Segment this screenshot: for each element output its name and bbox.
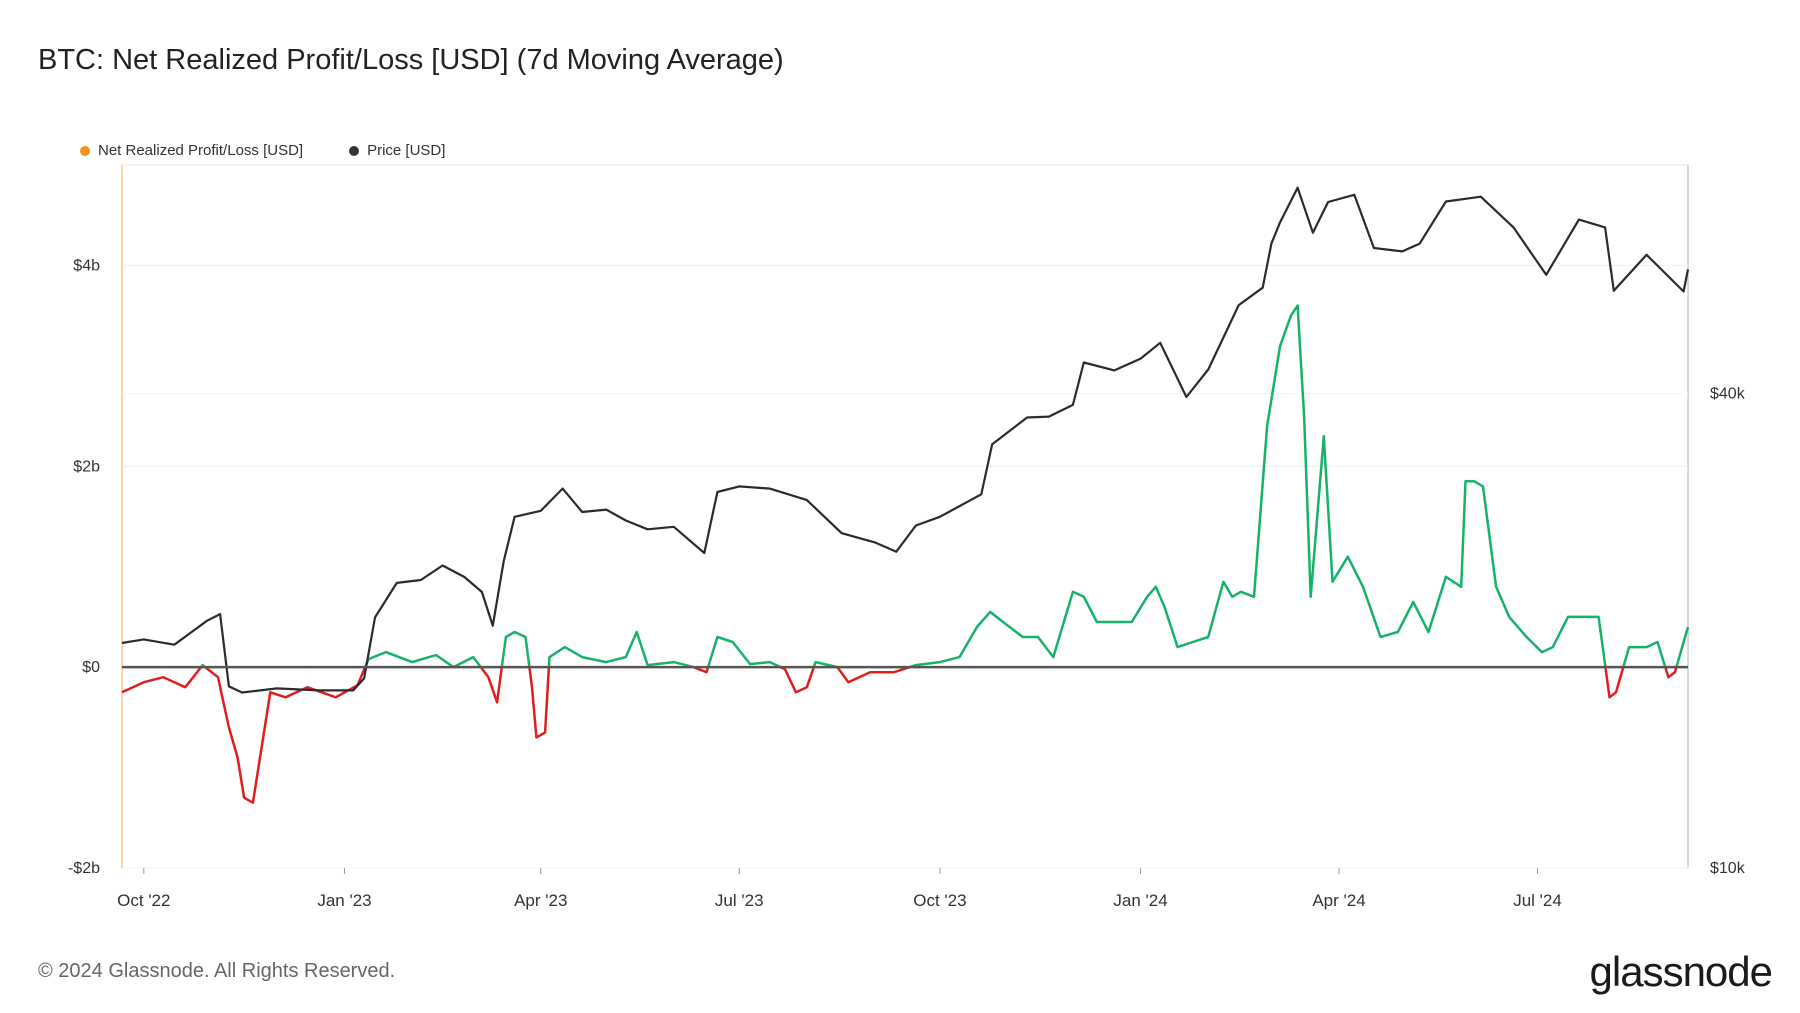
left-tick-label: -$2b <box>68 860 100 877</box>
x-tick-label: Oct '22 <box>117 891 170 910</box>
left-tick-label: $2b <box>73 458 100 475</box>
x-tick-label: Apr '24 <box>1312 891 1365 910</box>
legend-dot-icon <box>349 145 360 156</box>
x-tick-label: Oct '23 <box>913 891 966 910</box>
net-realized-loss-line <box>479 666 504 704</box>
net-realized-loss-line <box>204 666 367 804</box>
net-realized-loss-line <box>1604 666 1625 699</box>
x-tick-label: Jul '23 <box>715 891 764 910</box>
net-realized-loss-line <box>121 666 203 694</box>
net-realized-loss-line <box>692 665 710 674</box>
left-tick-label: $0 <box>82 659 100 676</box>
net-realized-profit-line <box>1622 640 1667 668</box>
legend-dot-icon <box>80 145 90 156</box>
legend-label: Price [USD] <box>367 142 446 159</box>
net-realized-loss-line <box>780 665 815 694</box>
x-tick-label: Jan '23 <box>317 891 371 910</box>
net-realized-profit-line <box>909 304 1607 669</box>
chart-title: BTC: Net Realized Profit/Loss [USD] (7d … <box>38 44 784 76</box>
legend: Net Realized Profit/Loss [USD] Price [US… <box>80 142 445 159</box>
net-realized-profit-line <box>363 650 482 669</box>
net-realized-loss-line <box>528 666 551 739</box>
net-realized-profit-line <box>812 660 838 669</box>
x-tick-label: Jul '24 <box>1513 891 1562 910</box>
net-realized-profit-line <box>1675 626 1690 668</box>
x-tick-label: Apr '23 <box>514 891 567 910</box>
copyright-text: © 2024 Glassnode. All Rights Reserved. <box>38 960 396 982</box>
legend-label: Net Realized Profit/Loss [USD] <box>98 142 304 159</box>
net-realized-profit-line <box>500 630 531 668</box>
glassnode-logo: glassnode <box>1589 948 1773 995</box>
left-tick-label: $4b <box>73 257 100 274</box>
plot-frame <box>121 164 1689 869</box>
net-realized-loss-line <box>836 665 911 684</box>
x-tick-label: Jan '24 <box>1113 891 1167 910</box>
net-realized-profit-line <box>706 635 782 669</box>
legend-item-net-realized[interactable]: Net Realized Profit/Loss [USD] <box>80 142 303 159</box>
legend-item-price[interactable]: Price [USD] <box>349 142 445 159</box>
net-realized-loss-line <box>1664 666 1678 679</box>
right-tick-label: $10k <box>1710 860 1746 877</box>
net-realized-profit-line <box>547 630 694 669</box>
right-tick-label: $40k <box>1710 386 1746 403</box>
price-line <box>121 186 1690 694</box>
